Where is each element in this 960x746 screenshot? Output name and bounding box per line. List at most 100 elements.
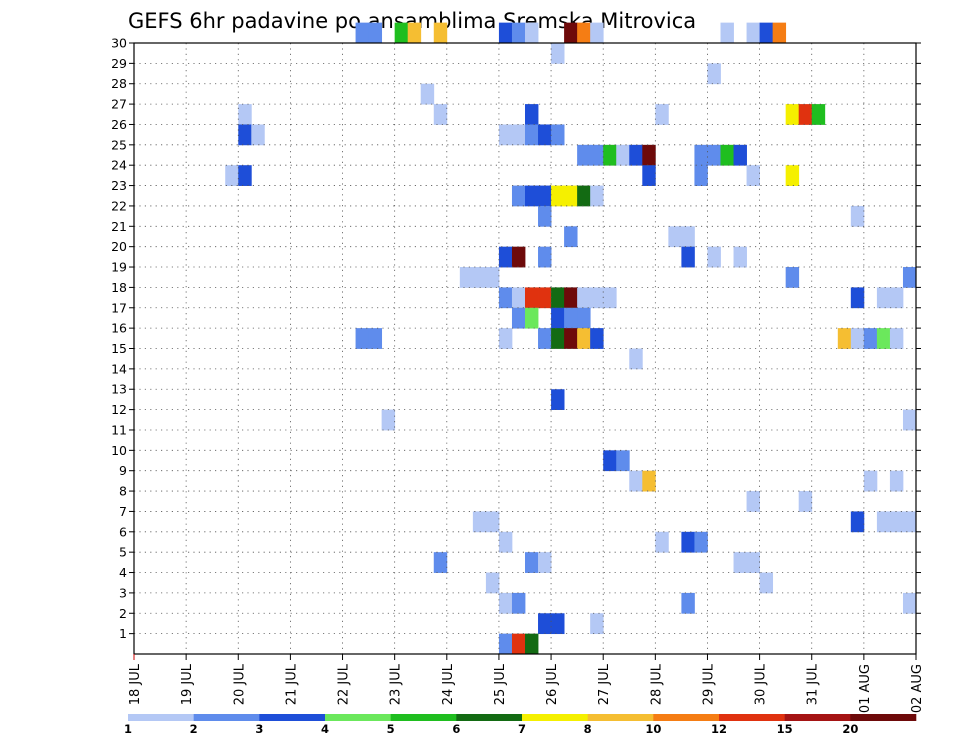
y-tick-label: 24 <box>111 158 127 173</box>
heatmap-cell <box>498 124 513 146</box>
heatmap-cell <box>577 287 591 309</box>
heatmap-cell <box>538 613 552 635</box>
heatmap-cell <box>511 307 526 329</box>
y-tick-label: 4 <box>119 565 127 580</box>
heatmap-cell <box>850 511 865 533</box>
heatmap-cell <box>525 104 539 125</box>
heatmap-cell <box>694 531 708 553</box>
x-tick-label: 28 JUL <box>649 663 664 705</box>
legend-swatch <box>456 714 523 721</box>
legend-label: 3 <box>255 722 263 736</box>
heatmap-cell <box>629 470 643 492</box>
x-tick-label: 29 JUL <box>701 663 716 705</box>
heatmap-cell <box>498 287 513 309</box>
heatmap-cell <box>616 144 630 166</box>
heatmap-cell <box>746 165 760 186</box>
heatmap-cell <box>590 185 604 207</box>
heatmap-cell <box>746 491 760 512</box>
legend-label: 5 <box>387 722 395 736</box>
y-tick-label: 5 <box>119 545 127 560</box>
heatmap-cell <box>551 287 565 309</box>
heatmap-cell <box>538 328 552 349</box>
heatmap-cell <box>485 267 500 288</box>
heatmap-cell <box>759 572 774 594</box>
heatmap-cell <box>511 592 526 614</box>
y-tick-label: 28 <box>111 76 127 91</box>
heatmap-cells <box>225 22 917 655</box>
legend-label: 6 <box>452 722 460 736</box>
heatmap-cell <box>681 531 695 553</box>
y-tick-label: 10 <box>111 443 127 458</box>
heatmap-cell <box>642 470 656 492</box>
x-tick-label: 27 JUL <box>597 663 612 705</box>
heatmap-cell <box>629 144 643 166</box>
legend-swatch <box>719 714 785 721</box>
x-tick-label: 26 JUL <box>545 663 560 705</box>
heatmap-cell <box>355 22 369 44</box>
heatmap-cell <box>511 246 526 268</box>
heatmap-cell <box>655 104 669 125</box>
heatmap-cell <box>498 633 513 655</box>
heatmap-cell <box>511 124 526 146</box>
y-tick-label: 9 <box>119 463 127 478</box>
legend-swatch <box>128 714 194 721</box>
y-tick-label: 21 <box>111 219 127 234</box>
heatmap-cell <box>238 104 252 125</box>
y-tick-label: 11 <box>111 422 127 437</box>
heatmap-cell <box>746 552 760 573</box>
heatmap-cell <box>902 267 917 288</box>
heatmap-cell <box>525 185 539 207</box>
x-tick-label: 24 JUL <box>441 663 456 705</box>
heatmap-cell <box>551 389 565 410</box>
y-tick-label: 15 <box>111 341 127 356</box>
heatmap-cell <box>876 511 891 533</box>
y-tick-label: 18 <box>111 280 127 295</box>
gridlines <box>134 43 916 654</box>
heatmap-cell <box>564 307 578 329</box>
heatmap-cell <box>564 226 578 248</box>
heatmap-cell <box>511 185 526 207</box>
legend-label: 20 <box>842 722 858 736</box>
heatmap-cell <box>798 104 813 125</box>
heatmap-cell <box>694 144 708 166</box>
heatmap-cell <box>902 511 917 533</box>
heatmap-cell <box>616 450 630 472</box>
legend-label: 12 <box>711 722 727 736</box>
heatmap-cell <box>433 104 448 125</box>
heatmap-cell <box>551 185 565 207</box>
y-tick-label: 12 <box>111 402 127 417</box>
heatmap-cell <box>225 165 239 186</box>
heatmap-cell <box>720 144 734 166</box>
heatmap-cell <box>889 328 904 349</box>
heatmap-cell <box>564 22 578 44</box>
heatmap-cell <box>433 22 448 44</box>
heatmap-cell <box>251 124 265 146</box>
x-tick-label: 02 AUG <box>910 664 925 713</box>
legend-label: 2 <box>190 722 198 736</box>
x-tick-label: 01 AUG <box>858 664 873 713</box>
heatmap-cell <box>485 511 500 533</box>
heatmap-cell <box>538 205 552 227</box>
heatmap-cell <box>238 165 252 186</box>
heatmap-cell <box>850 287 865 309</box>
heatmap-cell <box>733 552 747 573</box>
heatmap-cell <box>681 246 695 268</box>
legend-label: 8 <box>584 722 592 736</box>
heatmap-cell <box>720 22 734 44</box>
heatmap-cell <box>577 144 591 166</box>
heatmap-cell <box>472 267 487 288</box>
y-tick-label: 8 <box>119 484 127 499</box>
y-axis-ticks: 1234567891011121314151617181920212223242… <box>111 36 921 641</box>
heatmap-cell <box>538 552 552 573</box>
heatmap-cell <box>577 328 591 349</box>
heatmap-cell <box>485 572 500 594</box>
y-tick-label: 26 <box>111 117 127 132</box>
y-tick-label: 23 <box>111 178 127 193</box>
y-tick-label: 29 <box>111 56 127 71</box>
heatmap-cell <box>603 144 617 166</box>
heatmap-cell <box>655 531 669 553</box>
heatmap-cell <box>694 165 708 186</box>
heatmap-cell <box>420 83 435 105</box>
heatmap-cell <box>538 246 552 268</box>
